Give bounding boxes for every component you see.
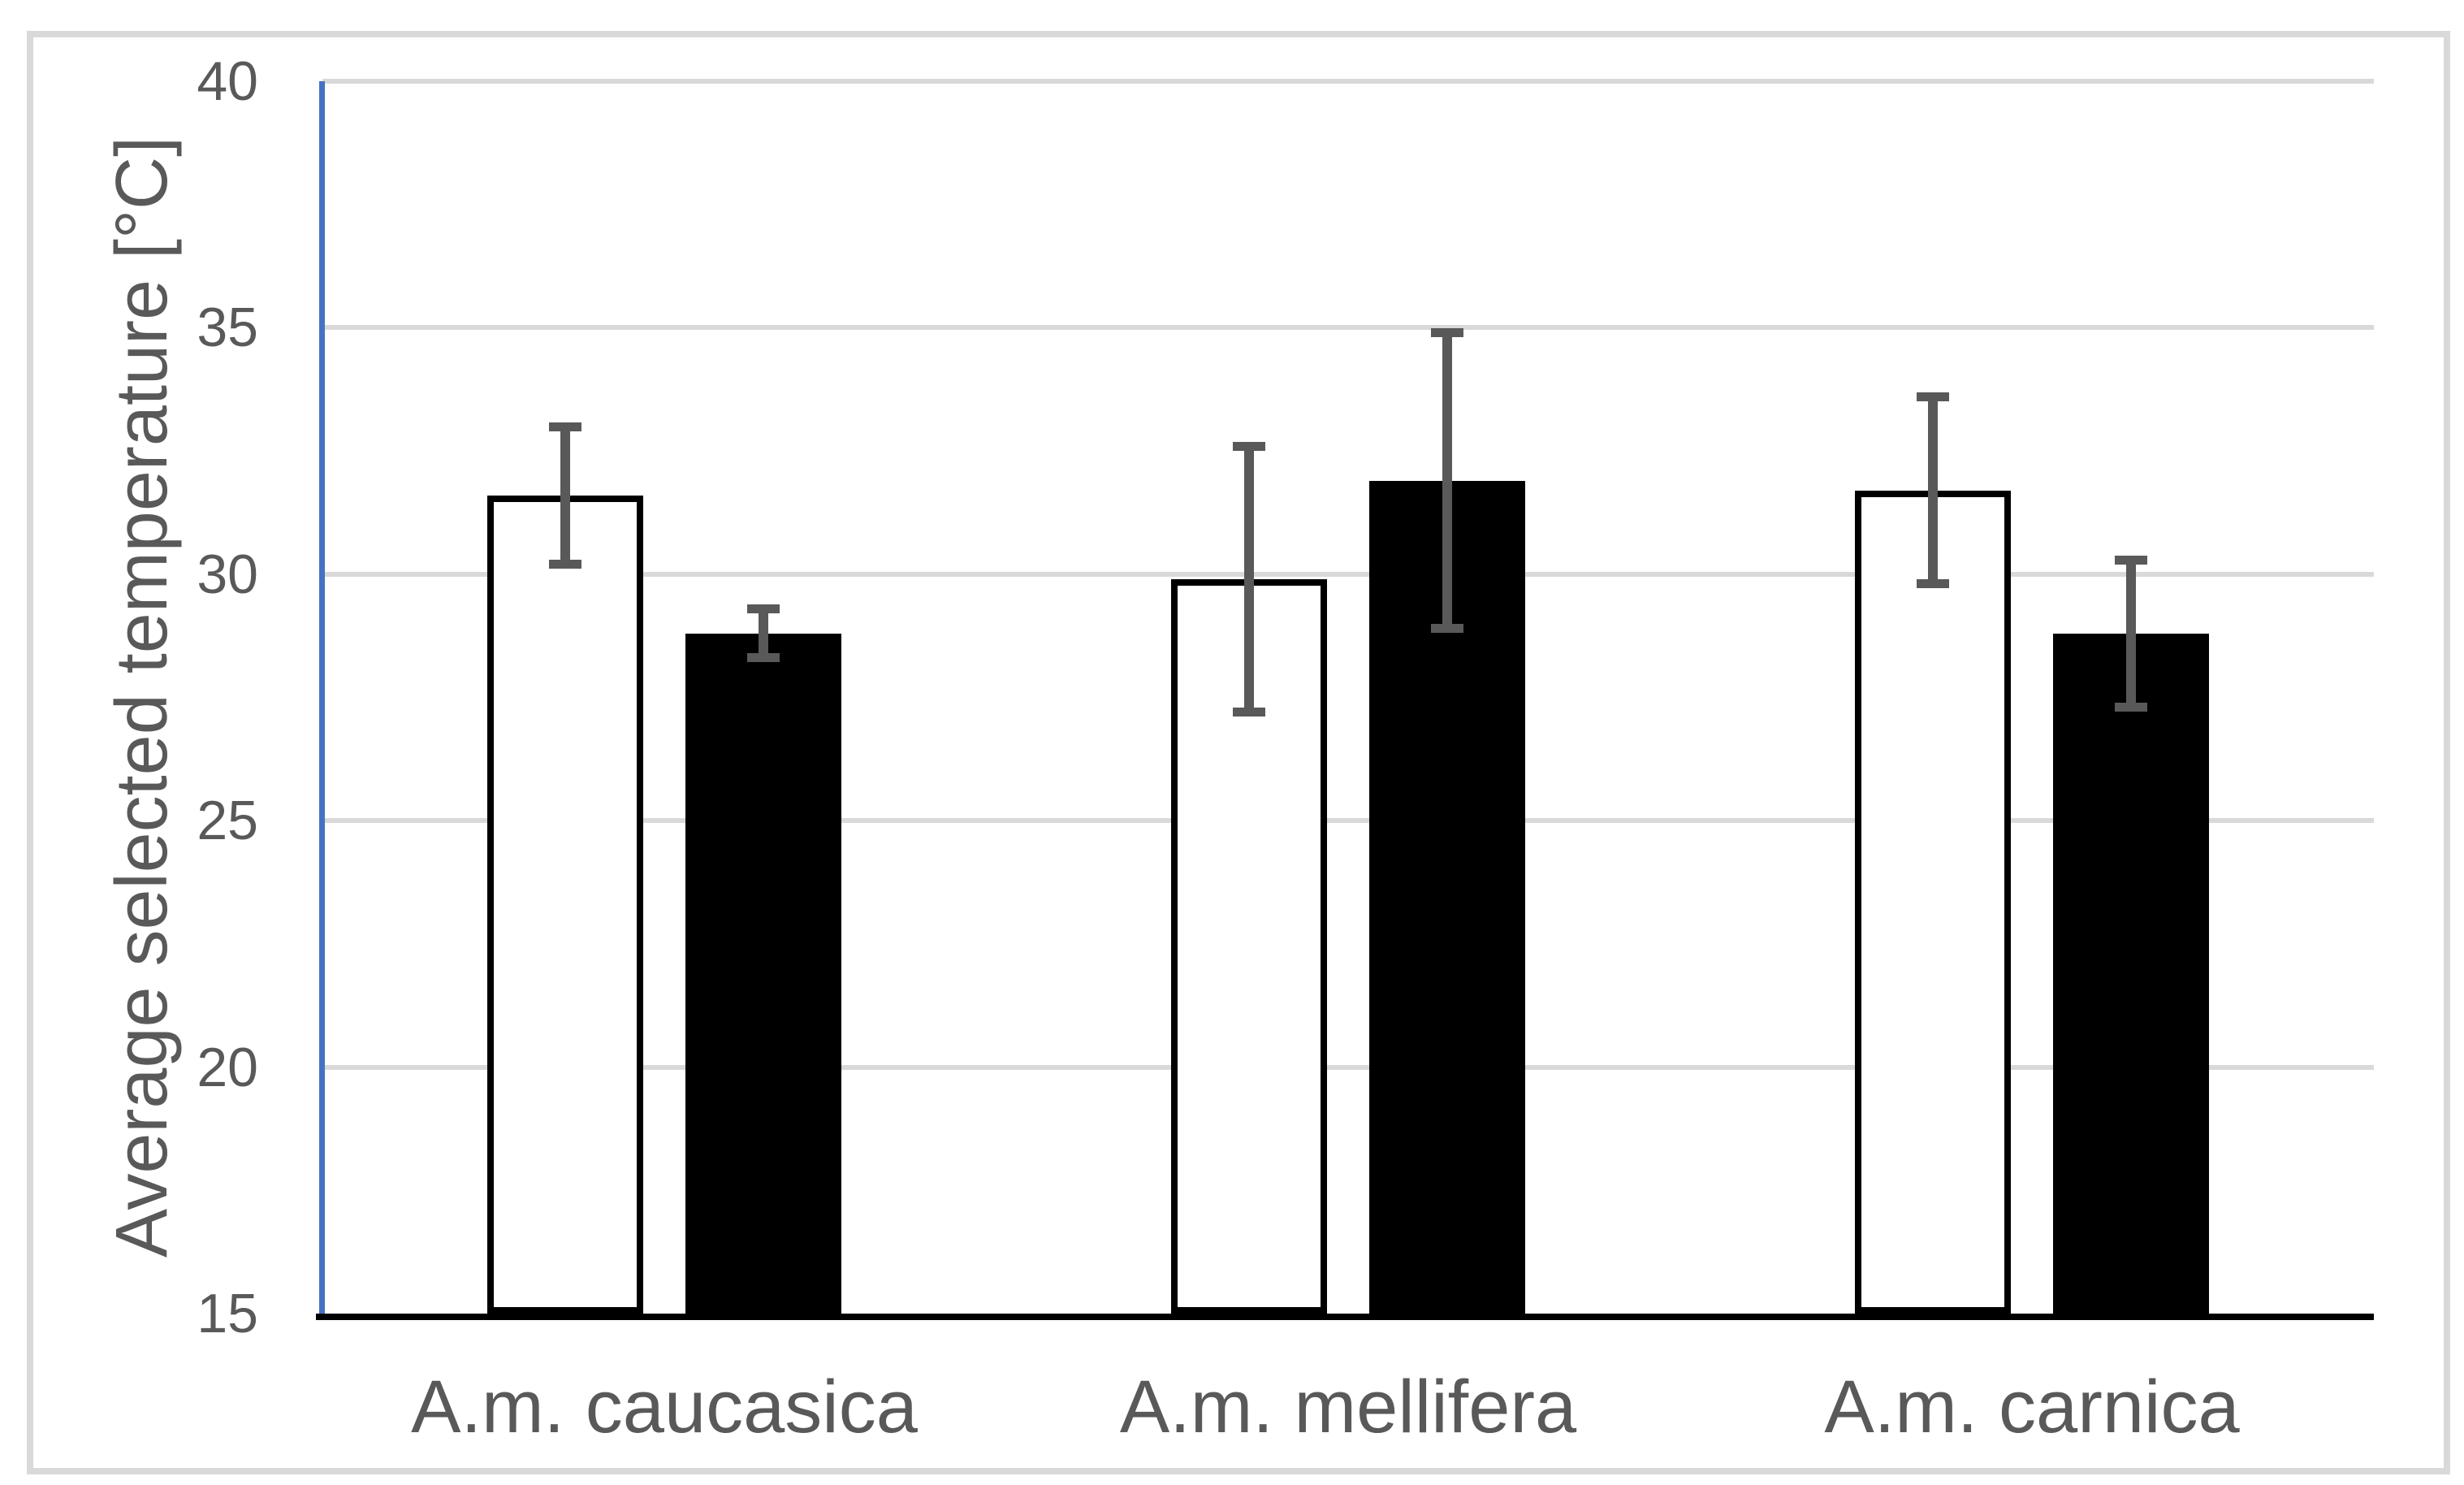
category-label-a-m-caucasica: A.m. caucasica bbox=[411, 1366, 918, 1448]
gridline-20 bbox=[322, 1065, 2374, 1070]
error-bar-filled-black-bars-a-m-carnica bbox=[2126, 560, 2136, 708]
y-axis-line bbox=[319, 81, 325, 1320]
error-bar-cap-bottom-open-white-bars-a-m-carnica bbox=[1917, 579, 1949, 588]
y-tick-label-15: 15 bbox=[197, 1283, 258, 1344]
gridline-25 bbox=[322, 818, 2374, 823]
y-tick-label-30: 30 bbox=[197, 543, 258, 605]
error-bar-cap-top-filled-black-bars-a-m-mellifera bbox=[1431, 328, 1463, 337]
bar-open-white-bars-a-m-caucasica bbox=[487, 496, 643, 1314]
y-tick-label-40: 40 bbox=[197, 50, 258, 112]
category-label-a-m-carnica: A.m. carnica bbox=[1824, 1366, 2240, 1448]
error-bar-cap-top-open-white-bars-a-m-caucasica bbox=[549, 422, 581, 431]
error-bar-cap-top-open-white-bars-a-m-carnica bbox=[1917, 392, 1949, 401]
error-bar-open-white-bars-a-m-caucasica bbox=[560, 426, 570, 565]
error-bar-cap-bottom-open-white-bars-a-m-caucasica bbox=[549, 560, 581, 569]
error-bar-open-white-bars-a-m-carnica bbox=[1928, 396, 1938, 584]
error-bar-cap-top-filled-black-bars-a-m-carnica bbox=[2115, 556, 2147, 565]
error-bar-cap-bottom-filled-black-bars-a-m-mellifera bbox=[1431, 624, 1463, 633]
error-bar-open-white-bars-a-m-mellifera bbox=[1244, 446, 1254, 712]
bar-filled-black-bars-a-m-caucasica bbox=[685, 634, 841, 1314]
error-bar-cap-bottom-filled-black-bars-a-m-carnica bbox=[2115, 703, 2147, 712]
category-label-a-m-mellifera: A.m. mellifera bbox=[1119, 1366, 1577, 1448]
y-tick-label-35: 35 bbox=[197, 297, 258, 358]
bar-filled-black-bars-a-m-carnica bbox=[2053, 634, 2209, 1314]
y-tick-label-25: 25 bbox=[197, 790, 258, 851]
error-bar-filled-black-bars-a-m-mellifera bbox=[1442, 332, 1452, 629]
bar-open-white-bars-a-m-carnica bbox=[1855, 491, 2011, 1314]
gridline-35 bbox=[322, 325, 2374, 330]
x-axis-line bbox=[316, 1314, 2374, 1320]
error-bar-filled-black-bars-a-m-caucasica bbox=[759, 608, 768, 658]
error-bar-cap-bottom-open-white-bars-a-m-mellifera bbox=[1233, 708, 1265, 717]
error-bar-cap-top-open-white-bars-a-m-mellifera bbox=[1233, 442, 1265, 451]
gridline-40 bbox=[322, 79, 2374, 84]
gridline-30 bbox=[322, 572, 2374, 577]
error-bar-cap-top-filled-black-bars-a-m-caucasica bbox=[747, 604, 780, 613]
y-axis-title: Average selected temperature [°C] bbox=[102, 136, 183, 1258]
y-tick-label-20: 20 bbox=[197, 1037, 258, 1098]
error-bar-cap-bottom-filled-black-bars-a-m-caucasica bbox=[747, 653, 780, 662]
